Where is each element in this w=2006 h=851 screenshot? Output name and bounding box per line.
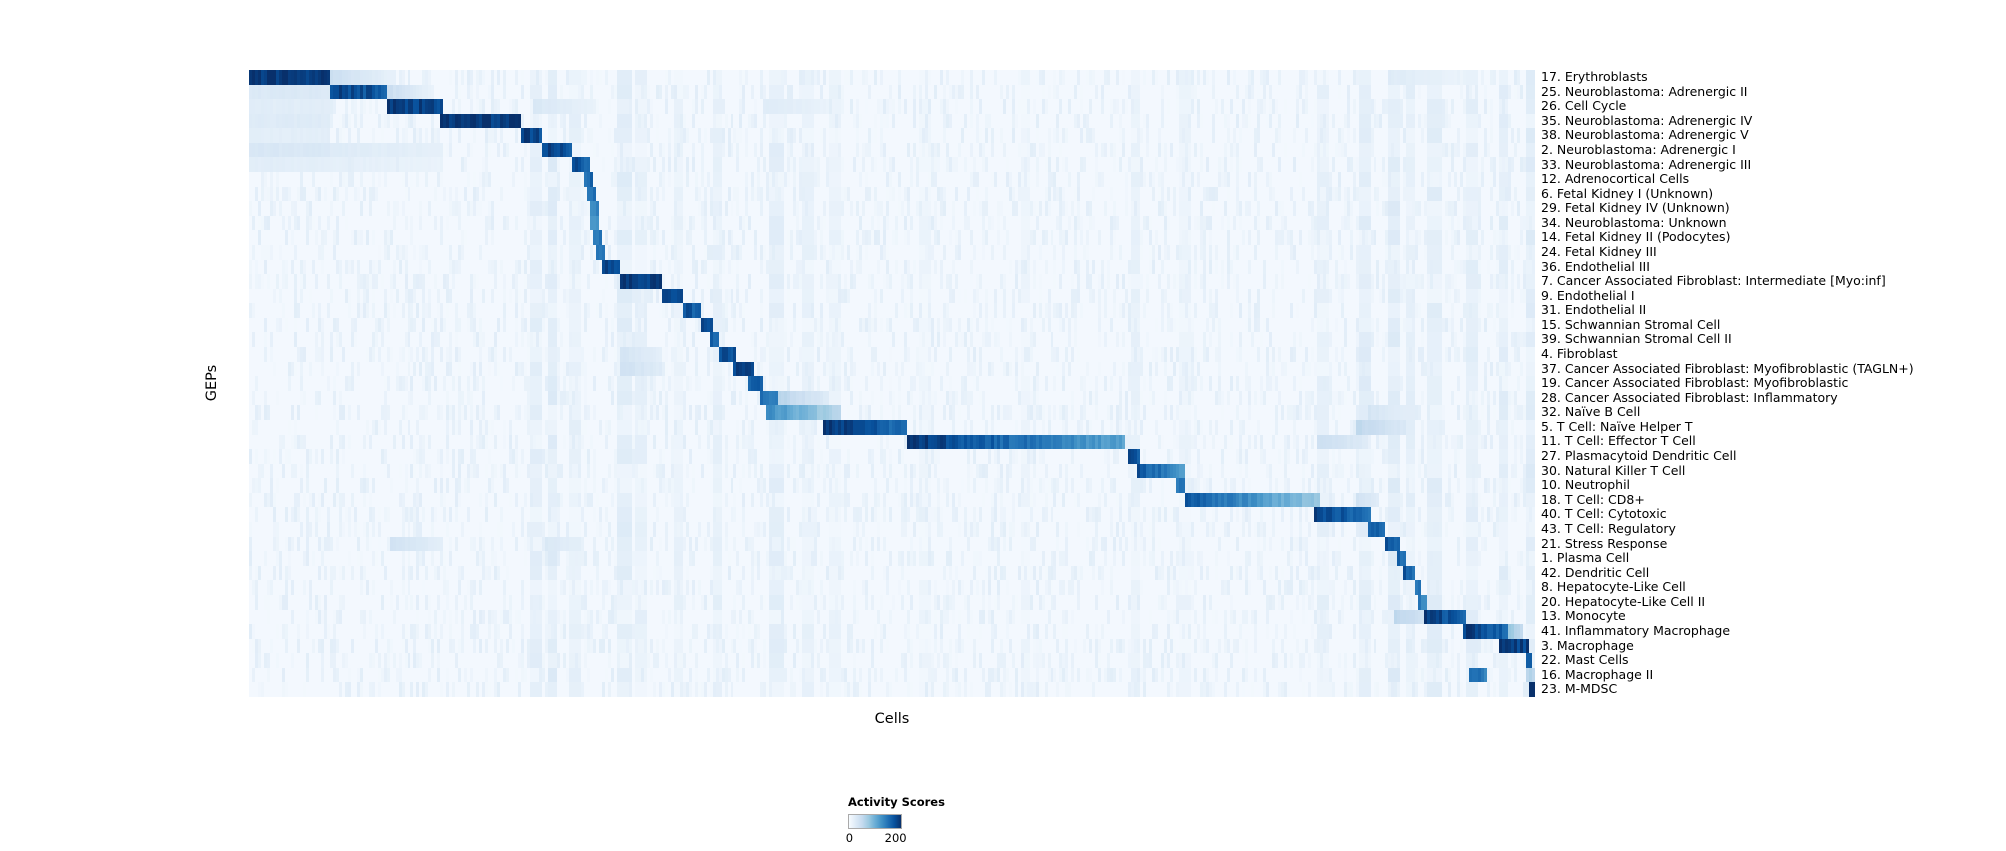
heatmap-canvas [249,70,1535,697]
row-label: 42. Dendritic Cell [1541,564,1650,580]
row-label: 17. Erythroblasts [1541,69,1648,85]
row-label: 29. Fetal Kidney IV (Unknown) [1541,200,1730,216]
row-label: 4. Fibroblast [1541,346,1618,362]
row-label: 34. Neuroblastoma: Unknown [1541,214,1727,230]
row-label: 8. Hepatocyte-Like Cell [1541,579,1686,595]
legend-tick-min: 0 [845,831,854,845]
row-label: 30. Natural Killer T Cell [1541,462,1686,478]
row-label: 10. Neutrophil [1541,477,1631,493]
row-label: 33. Neuroblastoma: Adrenergic III [1541,156,1752,172]
row-label: 26. Cell Cycle [1541,98,1627,114]
colorbar-legend: Activity Scores 0 200 [845,795,945,845]
row-label: 32. Naïve B Cell [1541,404,1641,420]
row-label: 23. M-MDSC [1541,681,1618,697]
row-label: 2. Neuroblastoma: Adrenergic I [1541,141,1736,157]
row-label: 20. Hepatocyte-Like Cell II [1541,593,1706,609]
row-label: 27. Plasmacytoid Dendritic Cell [1541,448,1737,464]
row-label: 14. Fetal Kidney II (Podocytes) [1541,229,1731,245]
row-label: 39. Schwannian Stromal Cell II [1541,331,1732,347]
row-label: 41. Inflammatory Macrophage [1541,623,1731,638]
row-label: 11. T Cell: Effector T Cell [1541,433,1696,449]
row-label: 31. Endothelial II [1541,302,1647,318]
row-label: 43. T Cell: Regulatory [1541,520,1676,536]
row-label: 35. Neuroblastoma: Adrenergic IV [1541,112,1753,128]
colorbar-gradient [848,814,902,829]
row-label: 15. Schwannian Stromal Cell [1541,316,1721,332]
row-label: 7. Cancer Associated Fibroblast: Interme… [1541,273,1886,289]
row-label: 3. Macrophage [1541,637,1634,653]
row-label: 36. Endothelial III [1541,258,1650,274]
row-label: 21. Stress Response [1541,535,1668,551]
y-axis-label: GEPs [204,364,220,402]
row-label: 37. Cancer Associated Fibroblast: Myofib… [1541,360,1914,376]
legend-title: Activity Scores [848,795,945,809]
row-label: 24. Fetal Kidney III [1541,243,1657,259]
row-label: 38. Neuroblastoma: Adrenergic V [1541,127,1749,143]
row-label: 28. Cancer Associated Fibroblast: Inflam… [1541,389,1838,405]
row-label: 6. Fetal Kidney I (Unknown) [1541,185,1714,201]
row-label: 1. Plasma Cell [1541,550,1630,566]
row-label: 16. Macrophage II [1541,666,1654,682]
row-label: 12. Adrenocortical Cells [1541,171,1690,187]
row-label: 9. Endothelial I [1541,287,1635,303]
row-label: 19. Cancer Associated Fibroblast: Myofib… [1541,375,1849,391]
row-label: 40. T Cell: Cytotoxic [1541,506,1667,522]
row-labels: 17. Erythroblasts 25. Neuroblastoma: Adre… [1541,70,1914,697]
x-axis-label: Cells [874,711,910,727]
legend-ticks: 0 200 [845,831,907,845]
row-label: 25. Neuroblastoma: Adrenergic II [1541,83,1748,99]
row-label: 5. T Cell: Naïve Helper T [1541,418,1693,434]
row-label: 18. T Cell: CD8+ [1541,491,1645,507]
row-label: 22. Mast Cells [1541,652,1629,668]
row-label: 13. Monocyte [1541,608,1626,624]
legend-tick-max: 200 [884,831,907,845]
